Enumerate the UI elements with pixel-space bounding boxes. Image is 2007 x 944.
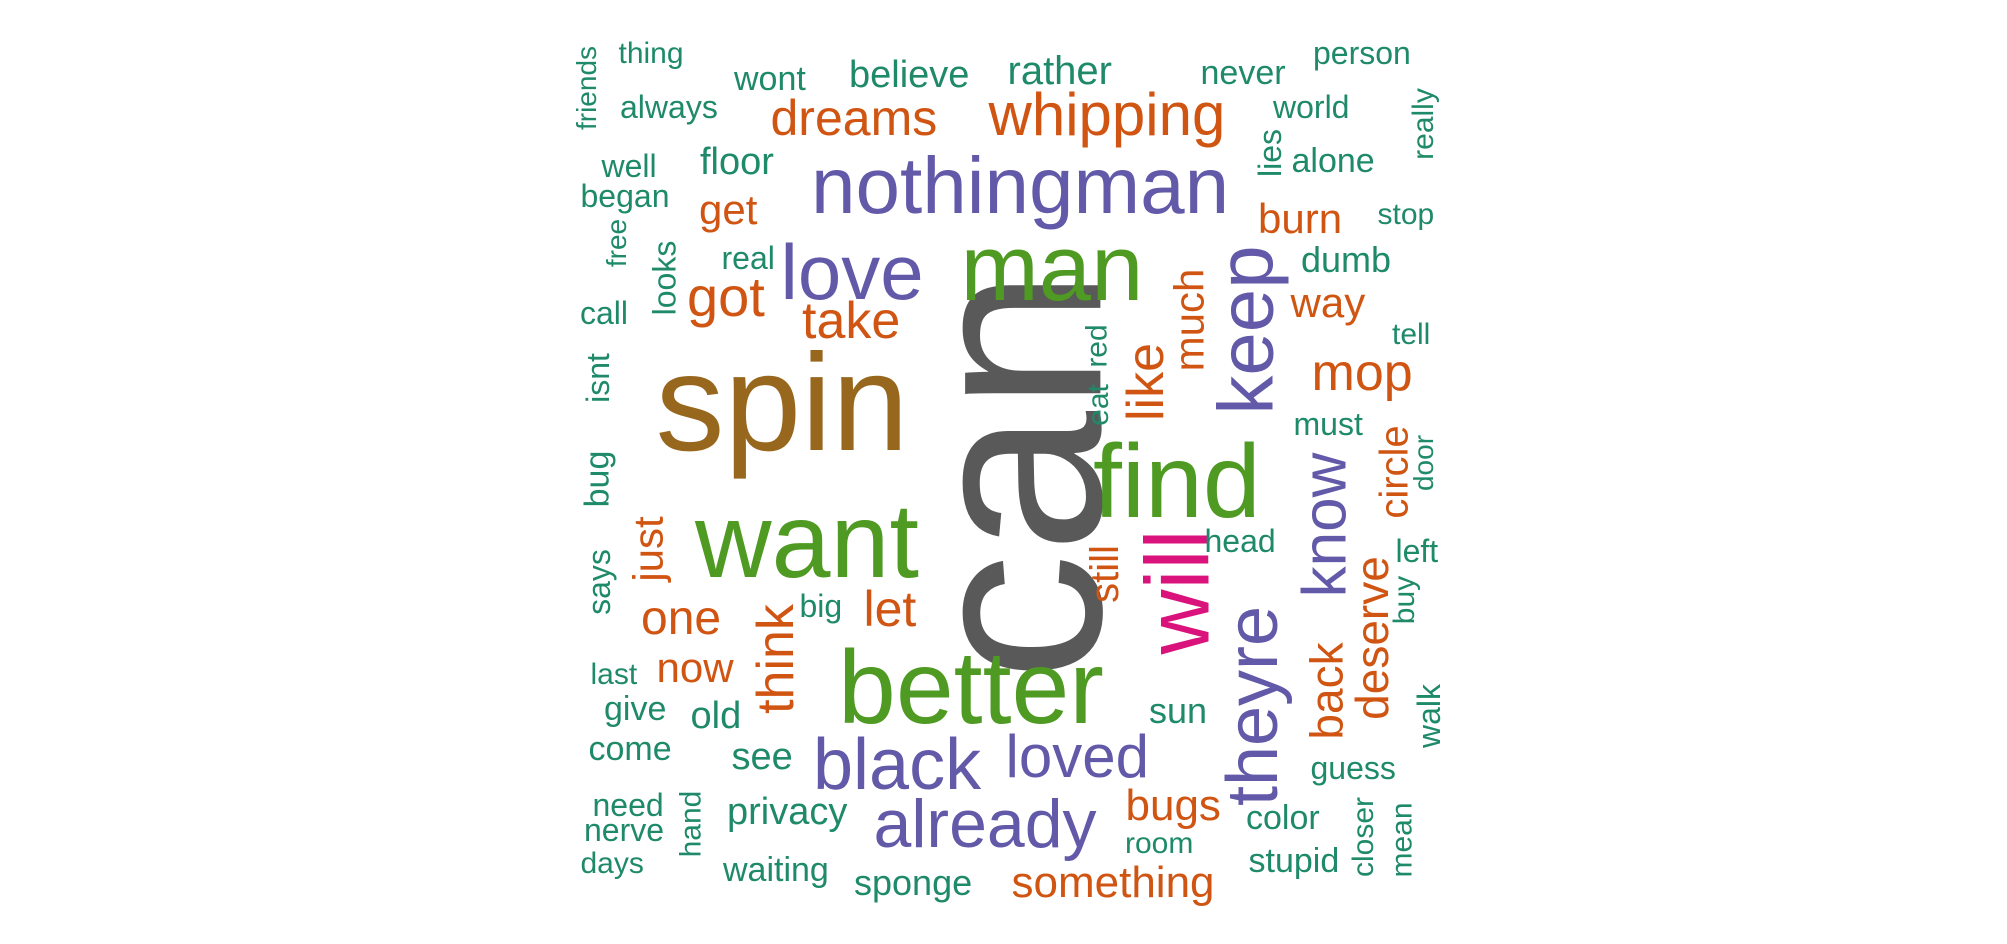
word-red: red [1080,324,1114,368]
word-guess: guess [1310,750,1396,786]
word-hand: hand [673,790,707,858]
word-real: real [721,240,775,276]
word-sun: sun [1149,690,1208,731]
word-alone: alone [1291,142,1375,180]
word-just: just [624,516,672,582]
word-tell: tell [1392,318,1431,351]
word-dumb: dumb [1301,239,1392,280]
word-loved: loved [1005,723,1149,790]
word-friends: friends [571,45,603,131]
word-left: left [1395,533,1439,569]
word-got: got [687,265,765,328]
word-much: much [1164,268,1212,372]
word-black: black [813,725,982,805]
word-walk: walk [1411,683,1448,749]
word-big: big [799,588,843,624]
word-eat: eat [1081,384,1115,426]
word-rather: rather [1007,49,1113,93]
word-color: color [1246,799,1320,837]
word-old: old [690,695,742,737]
word-one: one [641,592,722,645]
word-wont: wont [734,60,806,98]
word-still: still [1082,545,1127,603]
word-began: began [580,178,670,214]
word-like: like [1117,342,1176,422]
word-buy: buy [1388,575,1422,625]
word-call: call [580,295,629,331]
word-head: head [1204,523,1276,559]
word-think: think [746,604,805,714]
word-love: love [780,228,924,316]
word-let: let [863,581,917,637]
word-well: well [601,148,657,184]
word-come: come [588,730,672,768]
word-floor: floor [700,141,774,183]
word-mop: mop [1311,344,1413,402]
word-really: really [1406,88,1440,160]
word-need: need [592,787,664,823]
word-thing: thing [618,37,684,70]
word-world: world [1273,89,1350,125]
word-days: days [580,847,644,880]
word-lies: lies [1252,128,1289,178]
word-back: back [1300,642,1353,740]
word-always: always [620,89,718,125]
word-nothingman: nothingman [811,141,1230,230]
word-believe: believe [849,54,970,96]
word-free: free [601,218,633,268]
word-spin: spin [655,326,909,480]
word-closer: closer [1347,796,1381,878]
word-privacy: privacy [727,791,848,833]
word-burn: burn [1258,195,1343,242]
word-better: better [838,630,1104,746]
word-must: must [1293,406,1363,442]
word-man: man [960,215,1144,320]
word-waiting: waiting [723,851,829,889]
word-never: never [1200,54,1286,92]
word-isnt: isnt [579,353,616,403]
word-last: last [590,658,638,691]
word-want: want [695,482,919,600]
word-see: see [731,736,793,778]
word-bug: bug [577,450,616,508]
word-sponge: sponge [854,862,973,903]
word-find: find [1093,424,1261,540]
word-keep: keep [1201,245,1290,415]
word-nerve: nerve [584,812,665,848]
word-mean: mean [1385,802,1419,878]
word-stop: stop [1377,198,1435,231]
word-dreams: dreams [770,90,938,146]
word-already: already [873,786,1097,862]
word-something: something [1011,858,1215,907]
word-get: get [699,186,758,233]
word-looks: looks [645,240,682,316]
word-whipping: whipping [988,81,1226,148]
word-stupid: stupid [1248,842,1340,880]
word-bugs: bugs [1125,781,1221,830]
word-now: now [656,644,734,691]
word-person: person [1313,35,1411,71]
word-give: give [604,690,667,728]
word-way: way [1290,279,1366,326]
word-says: says [580,549,617,615]
word-door: door [1408,434,1440,492]
word-take: take [802,292,901,350]
word-room: room [1125,827,1194,860]
